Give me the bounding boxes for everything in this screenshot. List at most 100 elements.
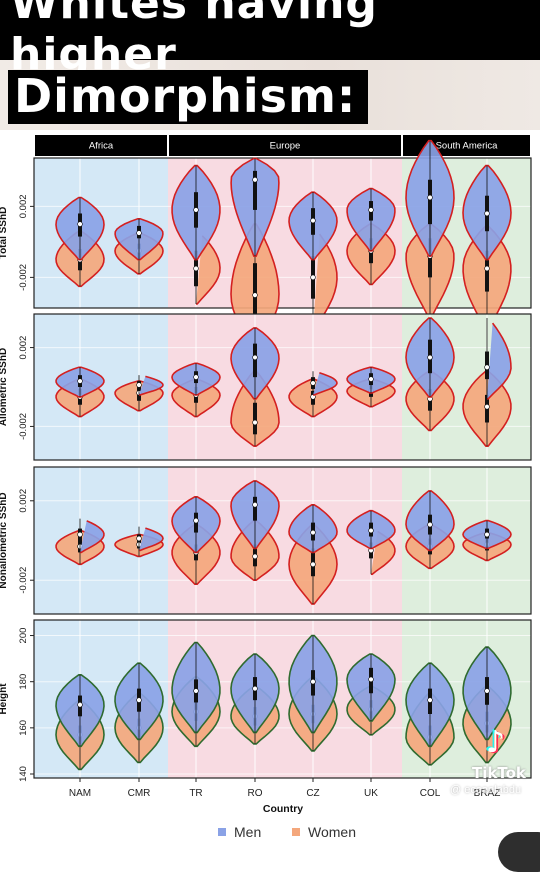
median-dot-men (252, 177, 258, 183)
region-strip: Africa Europe South America (35, 135, 530, 156)
y-tick-label: 180 (18, 674, 29, 690)
violin-group-col (405, 662, 455, 766)
median-dot-men (136, 382, 142, 388)
corner-button[interactable] (498, 832, 540, 872)
median-dot-women (252, 419, 258, 426)
violin-group-tr (171, 496, 221, 586)
y-tick-label: 160 (18, 720, 29, 736)
median-dot-men (136, 697, 142, 703)
violin-men (138, 527, 164, 552)
panel-4: 140 160 180 200 Height (0, 619, 532, 782)
median-dot-women (484, 265, 490, 272)
violin-group-cmr (114, 375, 164, 412)
legend-swatch-women (292, 828, 300, 836)
violin-group-tr (171, 164, 221, 305)
x-axis: NAM CMR TR RO CZ UK COL BRAZ Country (69, 778, 500, 815)
legend: Men Women (0, 822, 540, 842)
violin-group-braz (462, 164, 512, 332)
y-tick-label: -0.002 (18, 567, 29, 594)
tiktok-watermark: ♪ TikTok @ ecoaalabdu (450, 725, 538, 808)
y-tick-label: 0.002 (18, 489, 29, 513)
music-note-icon: ♪ (486, 725, 506, 760)
median-dot-men (368, 676, 374, 683)
violin-group-braz (462, 519, 512, 562)
median-dot-men (193, 517, 199, 524)
violin-group-cz (288, 634, 338, 752)
median-dot-men (368, 527, 374, 534)
region-label: Africa (89, 141, 114, 152)
median-dot-men (310, 380, 316, 386)
panel-frame (33, 157, 532, 309)
median-dot-women (252, 553, 258, 560)
violin-group-cz (288, 504, 338, 605)
violin-group-col (405, 490, 455, 570)
title-banner: Whites having higher Dimorphism: (0, 0, 540, 130)
y-tick-label: 140 (18, 766, 29, 782)
violin-group-ro (230, 653, 280, 745)
legend-label-women: Women (308, 824, 356, 840)
box-men (428, 179, 432, 225)
violin-group-col (405, 317, 455, 432)
x-axis-label: Country (263, 803, 303, 815)
median-dot-men (136, 535, 142, 542)
violin-group-cz (288, 371, 338, 418)
median-dot-men (77, 531, 83, 538)
x-tick-label: CZ (306, 788, 319, 799)
violin-group-cmr (114, 526, 164, 558)
median-dot-men (310, 678, 316, 685)
median-dot-men (484, 688, 490, 694)
violin-men (79, 520, 105, 554)
x-tick-label: TR (189, 788, 202, 799)
y-tick-label: 0.002 (18, 336, 29, 360)
violin-group-nam (55, 674, 105, 771)
panel-3: -0.002 0.002 Nonallometric SShD (0, 466, 532, 615)
region-header-africa (35, 135, 167, 156)
y-axis-label: Height (0, 683, 9, 715)
violin-group-cmr (114, 218, 164, 275)
median-dot-men (193, 374, 199, 380)
median-dot-men (427, 194, 433, 201)
x-tick-label: COL (420, 788, 441, 799)
title-line-1: Whites having higher (10, 0, 378, 80)
median-dot-women (310, 274, 316, 281)
panel-2: -0.002 0.002 Allometric SShD (0, 313, 532, 461)
violin-group-cz (288, 191, 338, 332)
median-dot-men (193, 688, 199, 694)
median-dot-women (310, 561, 316, 568)
median-dot-men (310, 529, 316, 536)
median-dot-men (368, 207, 374, 213)
box-men (253, 170, 257, 210)
x-tick-label: UK (364, 788, 378, 799)
violin-group-uk (346, 366, 396, 408)
median-dot-men (252, 502, 258, 508)
tiktok-user: @ ecoaalabdu (450, 784, 522, 796)
x-tick-label: RO (248, 788, 263, 799)
violin-chart: Africa Europe South America -0.002 0.002 Tota… (0, 135, 532, 815)
x-tick-label: BRAZ (474, 788, 501, 799)
y-axis-label: Nonallometric SShD (0, 492, 9, 588)
violin-group-ro (230, 327, 280, 447)
median-dot-men (252, 354, 258, 361)
violin-group-ro (230, 480, 280, 582)
legend-item-men: Men (218, 824, 261, 840)
median-dot-men (77, 378, 83, 384)
y-tick-label: -0.002 (18, 264, 29, 291)
median-dot-men (427, 354, 433, 361)
region-label: South America (436, 141, 498, 152)
title-line-2: Dimorphism: (8, 70, 369, 124)
y-axis-label: Total SShD (0, 207, 9, 260)
median-dot-women (193, 265, 199, 272)
median-dot-women (484, 404, 490, 410)
y-tick-label: 0.002 (18, 194, 29, 218)
panel-frame (33, 313, 532, 461)
median-dot-men (484, 210, 490, 217)
median-dot-men (368, 376, 374, 382)
box-women (253, 402, 257, 435)
median-dot-men (427, 697, 433, 703)
violin-group-col (405, 139, 455, 319)
violin-group-nam (55, 196, 105, 288)
violin-group-nam (55, 366, 105, 418)
x-tick-label: CMR (128, 788, 151, 799)
y-tick-label: -0.002 (18, 413, 29, 440)
violin-group-uk (346, 653, 396, 736)
